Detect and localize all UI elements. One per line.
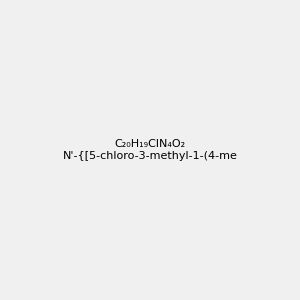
Text: C₂₀H₁₉ClN₄O₂
N'-{[5-chloro-3-methyl-1-(4-me: C₂₀H₁₉ClN₄O₂ N'-{[5-chloro-3-methyl-1-(4… — [63, 139, 237, 161]
